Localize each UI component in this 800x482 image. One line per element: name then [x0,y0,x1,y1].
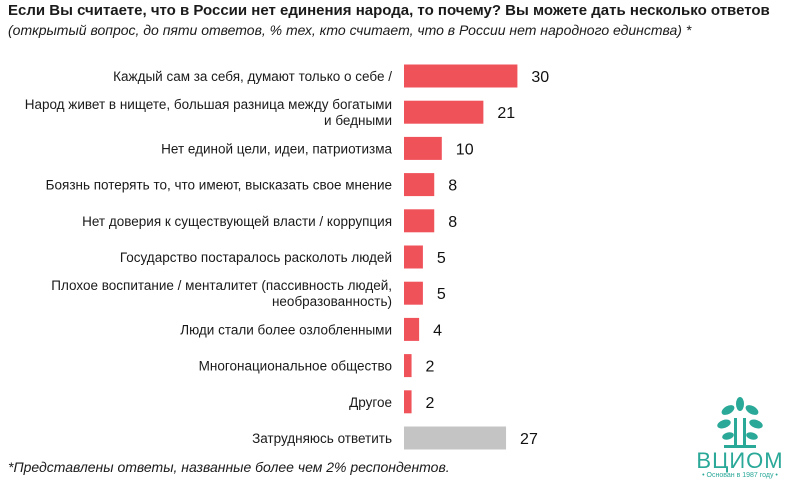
value-label-5: 5 [437,250,446,267]
tree-icon [717,397,763,448]
value-label-2: 10 [456,141,474,158]
category-label-7: Люди стали более озлобленными [180,322,392,337]
category-label-0: Каждый сам за себя, думают только о себе… [113,69,392,84]
bar-2 [404,136,442,160]
bar-7 [404,317,420,341]
category-label-10: Затрудняюсь ответить [252,431,392,446]
category-label-4: Нет доверия к существующей власти / корр… [82,214,392,229]
category-label-3: Боязнь потерять то, что имеют, высказать… [46,178,392,193]
category-label-2: Нет единой цели, идеи, патриотизма [161,141,392,156]
chart-subtitle: (открытый вопрос, до пяти ответов, % тех… [8,22,692,38]
chart-title: Если Вы считаете, что в России нет едине… [8,2,770,19]
category-label-9: Другое [349,395,392,410]
footnote: *Представлены ответы, названные более че… [8,459,450,475]
value-label-8: 2 [426,359,435,376]
value-label-3: 8 [448,178,457,195]
category-label-6-line-0: Плохое воспитание / менталитет (пассивно… [51,278,392,293]
value-label-0: 30 [531,69,549,86]
value-label-6: 5 [437,286,446,303]
bar-1 [404,100,484,124]
value-label-4: 8 [448,214,457,231]
value-label-7: 4 [433,322,442,339]
bar-9 [404,390,412,414]
bar-6 [404,281,423,305]
bar-10 [404,426,507,450]
category-label-5: Государство постаралось расколоть людей [120,250,392,265]
bar-5 [404,245,423,269]
category-label-1-line-0: Народ живет в нищете, большая разница ме… [25,97,392,112]
bar-3 [404,173,435,197]
value-label-9: 2 [426,395,435,412]
logo-name: ВЦИОМ [696,448,784,473]
bar-8 [404,354,412,378]
category-label-1-line-1: и бедными [324,113,392,128]
category-label-6-line-1: необразованность) [272,294,392,309]
value-label-1: 21 [497,105,515,122]
bar-0 [404,64,518,88]
vciom-logo: ВЦИОМ • Основан в 1987 году • [688,396,792,480]
category-label-8: Многонациональное общество [199,359,392,374]
bar-4 [404,209,435,233]
logo-tagline: • Основан в 1987 году • [702,472,778,479]
value-label-10: 27 [520,431,538,448]
